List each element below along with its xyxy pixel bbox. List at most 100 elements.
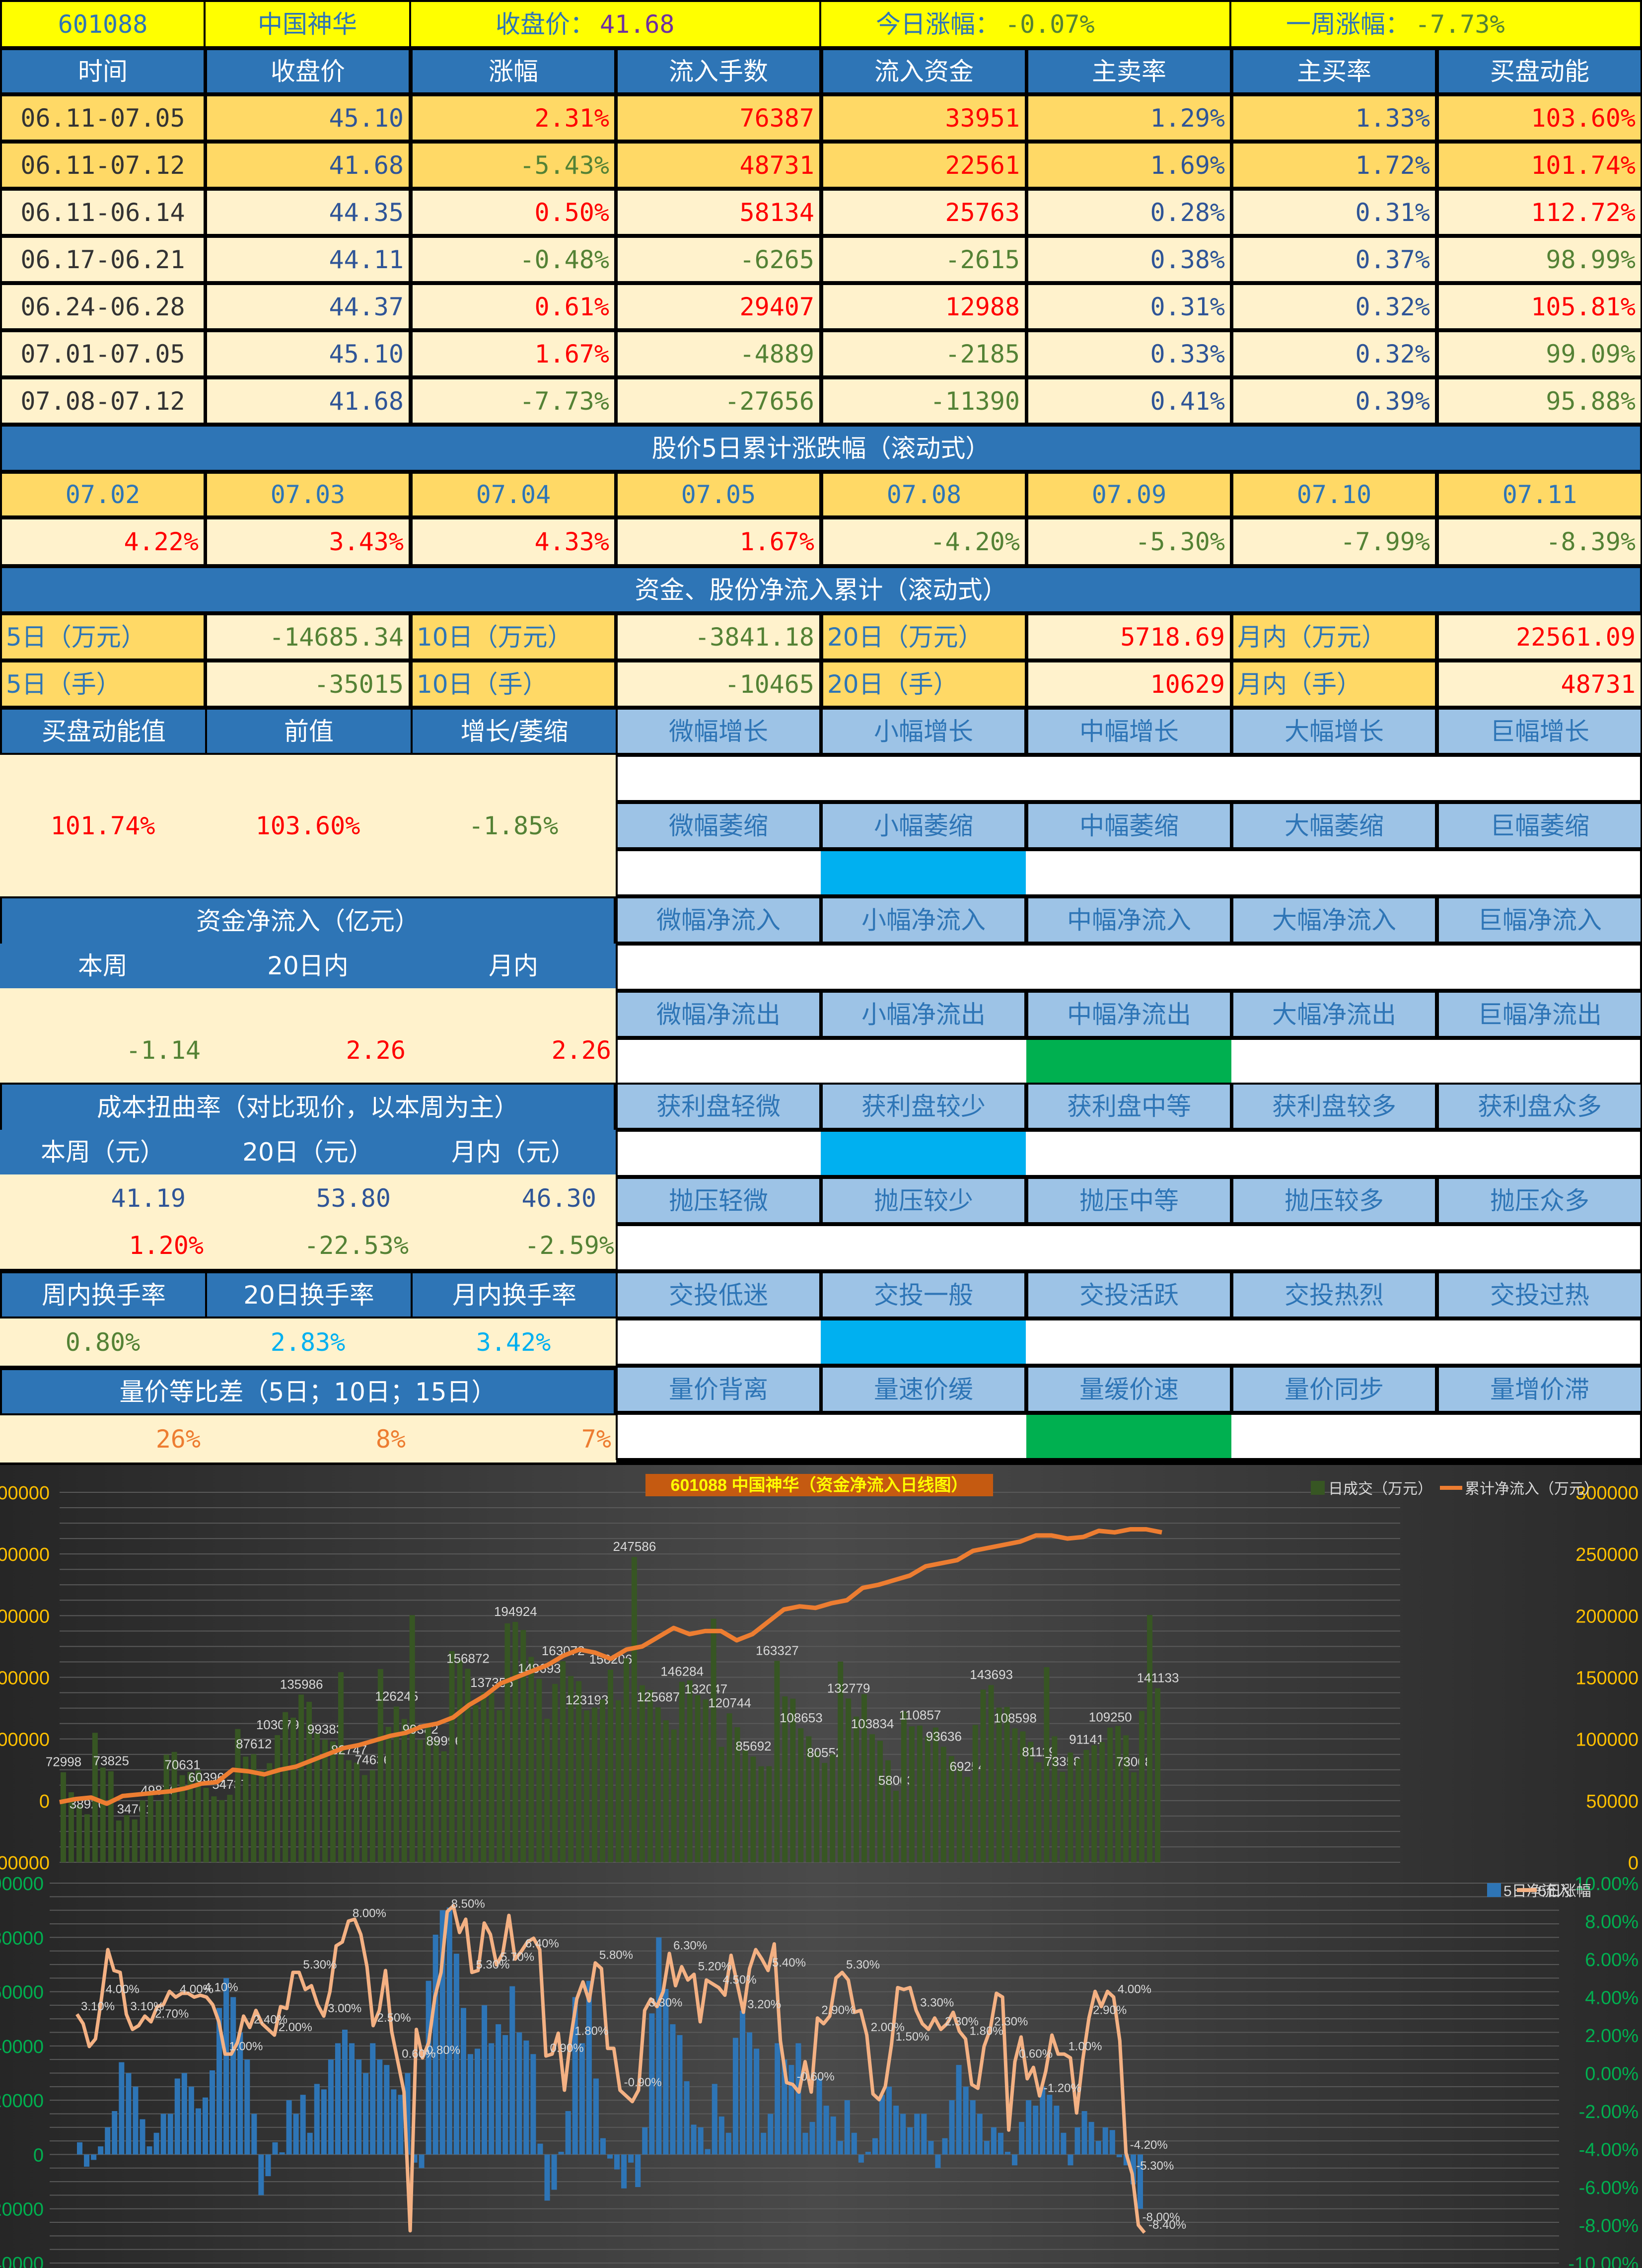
svg-text:91141: 91141 xyxy=(1069,1732,1104,1747)
table-cell: 45.10 xyxy=(205,330,411,377)
signal-label: 小幅增长 xyxy=(821,708,1026,755)
rolling-value: 4.22% xyxy=(0,517,206,566)
table-cell: 1.33% xyxy=(1231,94,1437,142)
svg-text:200000: 200000 xyxy=(1575,1606,1639,1627)
table-cell: 103.60% xyxy=(1437,94,1642,142)
svg-text:89996: 89996 xyxy=(426,1734,462,1749)
svg-text:20000: 20000 xyxy=(0,2091,44,2112)
svg-text:194924: 194924 xyxy=(494,1604,537,1619)
table-cell: -5.43% xyxy=(411,142,616,189)
svg-text:600000: 600000 xyxy=(0,1606,50,1627)
signal-row xyxy=(616,1130,1642,1177)
signal-row xyxy=(616,1318,1642,1366)
inflow-value: 48731 xyxy=(1437,660,1642,708)
svg-text:0: 0 xyxy=(33,2145,44,2166)
rolling-date: 07.08 xyxy=(821,472,1027,517)
today-change-cell: 今日涨幅： -0.07% xyxy=(821,0,1231,48)
table-cell: 33951 xyxy=(821,94,1027,142)
svg-text:8.00%: 8.00% xyxy=(353,1907,386,1920)
column-header: 主卖率 xyxy=(1026,48,1232,94)
svg-text:0.00%: 0.00% xyxy=(1585,2064,1639,2085)
svg-text:6.30%: 6.30% xyxy=(673,1939,707,1953)
signal-label: 中幅净流入 xyxy=(1026,896,1232,944)
cost-rate: -2.59% xyxy=(411,1222,616,1269)
column-header: 收盘价 xyxy=(205,48,411,94)
rolling-value: -8.39% xyxy=(1437,517,1642,566)
signal-label: 获利盘中等 xyxy=(1026,1083,1232,1130)
svg-text:800000: 800000 xyxy=(0,1544,50,1565)
inflow-value: -35015 xyxy=(205,660,411,708)
svg-text:146284: 146284 xyxy=(660,1664,704,1679)
svg-text:1.80%: 1.80% xyxy=(574,2025,608,2038)
inflow-label: 月内（手） xyxy=(1231,660,1437,708)
svg-text:93636: 93636 xyxy=(926,1729,962,1744)
svg-text:1.80%: 1.80% xyxy=(970,2025,1003,2038)
table-cell: 95.88% xyxy=(1437,377,1642,425)
column-header: 流入手数 xyxy=(616,48,821,94)
svg-text:250000: 250000 xyxy=(1575,1544,1639,1565)
signal-label: 巨幅净流出 xyxy=(1437,991,1642,1038)
rolling-date: 07.11 xyxy=(1437,472,1642,517)
table-cell: 44.35 xyxy=(205,189,411,236)
svg-text:3.30%: 3.30% xyxy=(648,1996,682,2009)
svg-text:2.70%: 2.70% xyxy=(155,2007,189,2021)
today-change-label: 今日涨幅： xyxy=(876,9,1000,39)
table-cell: 0.50% xyxy=(411,189,616,236)
svg-text:70631: 70631 xyxy=(164,1757,200,1772)
signal-label: 获利盘众多 xyxy=(1437,1083,1642,1130)
column-header: 涨幅 xyxy=(411,48,616,94)
daily-inflow-chart-svg: 10000008000006000004000002000000-2000003… xyxy=(0,1474,1639,1874)
svg-text:5.30%: 5.30% xyxy=(846,1958,880,1972)
signal-label: 小幅萎缩 xyxy=(821,802,1026,849)
table-cell: -11390 xyxy=(821,377,1027,425)
svg-text:125687: 125687 xyxy=(637,1689,680,1704)
stock-code: 601088 xyxy=(58,9,148,39)
table-cell: 112.72% xyxy=(1437,189,1642,236)
table-cell: 76387 xyxy=(616,94,821,142)
svg-text:5.20%: 5.20% xyxy=(698,1960,732,1974)
fund-flow-value: 2.26 xyxy=(205,988,411,1083)
inflow-value: 22561.09 xyxy=(1437,613,1642,660)
svg-text:80552: 80552 xyxy=(807,1745,843,1760)
svg-text:累计净流入（万元）: 累计净流入（万元） xyxy=(1465,1481,1599,1497)
table-cell: 0.31% xyxy=(1231,189,1437,236)
cost-header: 本周（元） xyxy=(0,1130,206,1174)
signal-label: 微幅萎缩 xyxy=(616,802,821,849)
signal-label: 获利盘较多 xyxy=(1231,1083,1437,1130)
five-day-inflow-chart: 100000 80000 60000 40000 20000 0 -20000 -40000 1… xyxy=(0,1872,1642,2268)
signal-label: 微幅净流入 xyxy=(616,896,821,944)
net-inflow-cum-title: 资金、股份净流入累计（滚动式） xyxy=(0,566,1642,613)
signal-row xyxy=(616,755,1642,802)
signal-indicator xyxy=(821,1320,1026,1364)
daily-inflow-chart: 10000008000006000004000002000000-2000003… xyxy=(0,1465,1642,1874)
svg-text:73825: 73825 xyxy=(93,1754,129,1768)
table-cell: 48731 xyxy=(616,142,821,189)
svg-text:-4.00%: -4.00% xyxy=(1579,2140,1639,2161)
svg-text:-1.20%: -1.20% xyxy=(1044,2081,1081,2095)
svg-text:-8.40%: -8.40% xyxy=(1148,2218,1186,2232)
signal-label: 抛压中等 xyxy=(1026,1177,1232,1224)
svg-text:2.50%: 2.50% xyxy=(377,2011,411,2025)
turnover-value: 2.83% xyxy=(205,1318,411,1366)
svg-text:50000: 50000 xyxy=(1586,1791,1639,1812)
rolling-date: 07.04 xyxy=(411,472,616,517)
table-cell: 1.69% xyxy=(1026,142,1232,189)
signal-indicator xyxy=(1026,1040,1231,1083)
signal-label: 巨幅萎缩 xyxy=(1437,802,1642,849)
svg-text:3.30%: 3.30% xyxy=(920,1996,954,2009)
svg-text:60000: 60000 xyxy=(0,1982,44,2003)
rolling-date: 07.09 xyxy=(1026,472,1232,517)
turnover-header: 周内换手率 xyxy=(0,1271,206,1318)
momentum-header: 增长/萎缩 xyxy=(411,708,616,755)
svg-text:-2.00%: -2.00% xyxy=(1579,2102,1639,2122)
svg-text:-10.00%: -10.00% xyxy=(1568,2254,1639,2268)
cost-price: 46.30 xyxy=(411,1174,616,1222)
momentum-header: 前值 xyxy=(205,708,411,755)
signal-label: 获利盘轻微 xyxy=(616,1083,821,1130)
signal-label: 量缓价速 xyxy=(1026,1366,1232,1413)
table-cell: -6265 xyxy=(616,236,821,283)
svg-text:0: 0 xyxy=(1628,1853,1639,1872)
rolling-value: 3.43% xyxy=(205,517,411,566)
momentum-value: 101.74% xyxy=(0,755,206,896)
column-header: 买盘动能 xyxy=(1437,48,1642,94)
